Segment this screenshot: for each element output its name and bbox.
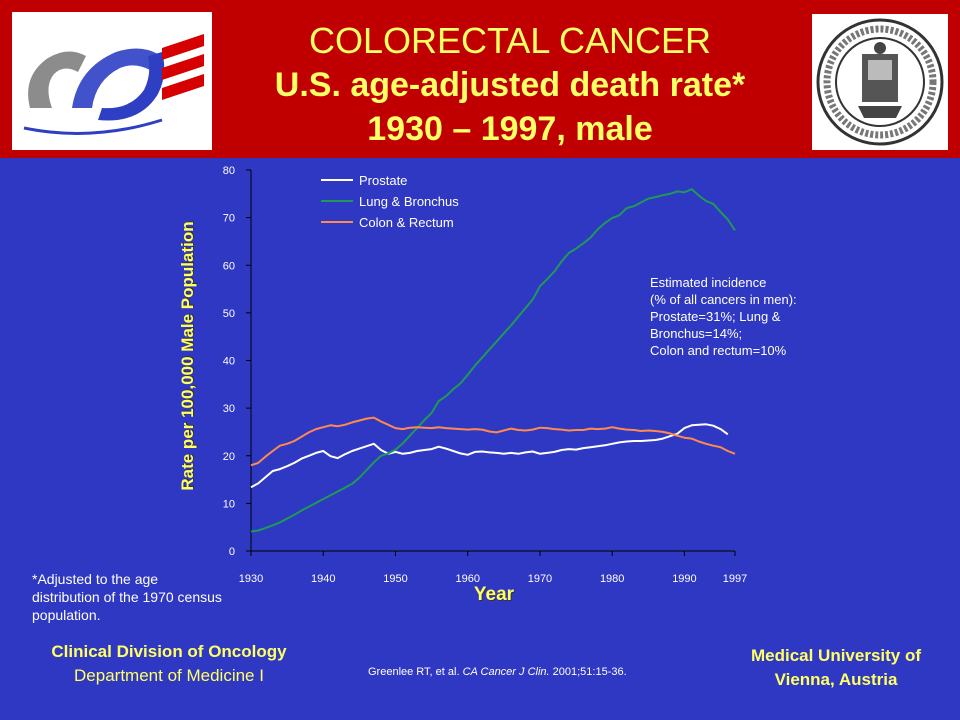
adjustment-footnote: *Adjusted to the age distribution of the… — [32, 571, 222, 623]
department-name: Department of Medicine I — [74, 666, 264, 685]
legend-label-colon: Colon & Rectum — [359, 215, 454, 230]
y-tick-label: 20 — [223, 451, 235, 463]
annotation-line-3: Prostate=31%; Lung & — [650, 309, 781, 324]
x-axis-label: Year — [473, 584, 515, 605]
legend-label-prostate: Prostate — [359, 173, 407, 188]
x-tick-label: 1997 — [723, 573, 747, 585]
y-tick-label: 60 — [223, 260, 235, 272]
x-tick-label: 1980 — [600, 573, 624, 585]
university-name-line-1: Medical University of — [750, 646, 922, 665]
x-tick-label: 1960 — [455, 573, 479, 585]
chart-axes: 0 10 20 30 40 50 60 70 80 1930 1940 1950 1960 1970 198… — [223, 165, 747, 585]
x-tick-label: 1970 — [528, 573, 552, 585]
y-tick-label: 80 — [223, 165, 235, 177]
citation-details: 2001;51:15-36. — [549, 666, 627, 678]
annotation-line-1: Estimated incidence — [650, 275, 767, 290]
x-tick-label: 1930 — [239, 573, 263, 585]
y-tick-label: 40 — [223, 356, 235, 368]
slide-title: COLORECTAL CANCER — [308, 20, 712, 61]
chart-series — [250, 188, 736, 533]
chart-legend: Prostate Lung & Bronchus Colon & Rectum — [321, 173, 459, 230]
y-axis-label: Rate per 100,000 Male Population — [178, 221, 197, 491]
incidence-annotation: Estimated incidence (% of all cancers in… — [650, 274, 850, 359]
y-tick-label: 50 — [223, 308, 235, 320]
annotation-line-5: Colon and rectum=10% — [650, 343, 787, 358]
y-tick-label: 30 — [223, 403, 235, 415]
university-seal — [812, 14, 948, 150]
series-line-prostate — [250, 423, 729, 489]
slide-body — [0, 158, 960, 720]
annotation-line-2: (% of all cancers in men): — [650, 292, 797, 307]
series-line-lung — [250, 188, 736, 533]
y-tick-label: 10 — [223, 498, 235, 510]
university-seal-graphic — [816, 18, 944, 146]
slide-subtitle: U.S. age-adjusted death rate* — [274, 66, 746, 104]
citation-journal: CA Cancer J Clin. — [462, 666, 550, 678]
series-line-colon — [250, 416, 736, 467]
y-tick-label: 70 — [223, 213, 235, 225]
clinic-logo-graphic — [23, 34, 204, 135]
citation-authors: Greenlee RT, et al. — [368, 666, 463, 678]
source-citation: Greenlee RT, et al. CA Cancer J Clin. 20… — [368, 666, 627, 678]
division-name: Clinical Division of Oncology — [51, 642, 287, 661]
university-name-line-2: Vienna, Austria — [774, 670, 898, 689]
x-tick-label: 1950 — [383, 573, 407, 585]
y-tick-label: 0 — [229, 546, 235, 558]
x-tick-label: 1990 — [672, 573, 696, 585]
x-tick-label: 1940 — [311, 573, 335, 585]
legend-label-lung: Lung & Bronchus — [359, 194, 459, 209]
annotation-line-4: Bronchus=14%; — [650, 326, 743, 341]
slide-date-range: 1930 – 1997, male — [367, 110, 653, 148]
clinic-logo — [12, 12, 212, 150]
